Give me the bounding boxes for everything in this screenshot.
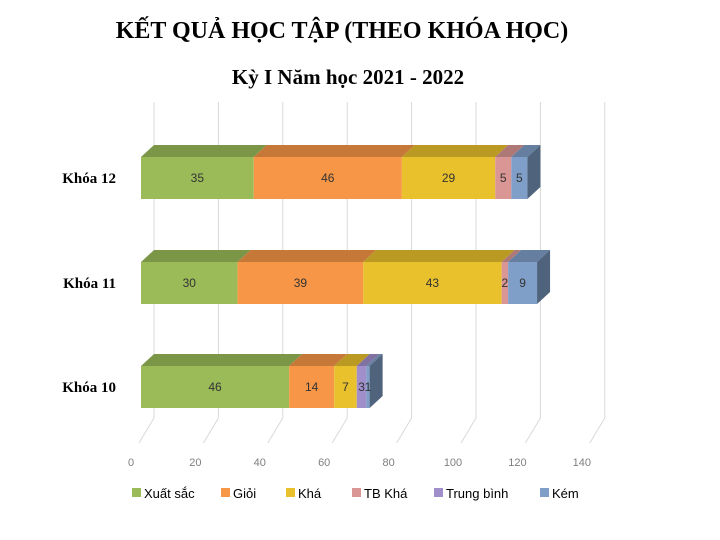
bar-top-face — [508, 250, 551, 262]
x-tick-label: 100 — [444, 457, 462, 469]
x-axis-ticks: 0 20 40 60 80 100 120 140 — [128, 457, 591, 469]
legend-label: Giỏi — [233, 486, 256, 501]
bar-top-face — [237, 250, 377, 262]
legend-swatch — [221, 488, 230, 497]
x-tick-label: 0 — [128, 457, 134, 469]
gridline-floor — [460, 417, 477, 444]
legend: Xuất sắc Giỏi Khá TB Khá Trung bình Kém — [132, 486, 579, 501]
legend-label: Xuất sắc — [144, 486, 195, 501]
gridline-floor — [589, 417, 606, 444]
bar-segment — [508, 262, 538, 304]
legend-swatch — [352, 488, 361, 497]
category-label: Khóa 12 — [62, 171, 116, 187]
x-tick-label: 80 — [382, 457, 394, 469]
data-label: 46 — [321, 171, 335, 185]
bar-segment — [334, 366, 357, 408]
legend-label: Kém — [552, 486, 579, 501]
gridline-floor — [138, 417, 155, 444]
legend-label: Trung bình — [446, 486, 508, 501]
bar-top-face — [366, 354, 383, 366]
data-label: 2 — [502, 276, 509, 290]
chart-title: KẾT QUẢ HỌC TẬP (THEO KHÓA HỌC) — [116, 17, 569, 44]
data-label: 35 — [191, 171, 205, 185]
bars: 35 46 29 5 5 30 39 43 2 9 46 14 7 3 1 — [141, 145, 551, 408]
bar-segment — [289, 366, 335, 408]
category-label: Khóa 11 — [63, 276, 116, 292]
bar-top-face — [511, 145, 541, 157]
bar-segment — [501, 262, 509, 304]
category-label: Khóa 10 — [62, 380, 116, 396]
chart-subtitle: Kỳ I Năm học 2021 - 2022 — [232, 65, 464, 89]
bar-segment — [366, 366, 370, 408]
x-tick-label: 20 — [189, 457, 201, 469]
gridline-floor — [331, 417, 348, 444]
bar-top-face — [401, 145, 509, 157]
bar-top-face — [141, 145, 267, 157]
bar-segment — [253, 157, 402, 199]
bar-top-face — [334, 354, 370, 366]
bar-top-face — [289, 354, 348, 366]
bar-top-face — [363, 250, 515, 262]
data-label: 29 — [442, 171, 456, 185]
data-label: 3 — [358, 380, 365, 394]
bar-segment — [141, 157, 254, 199]
data-label: 46 — [208, 380, 222, 394]
data-label: 9 — [519, 276, 526, 290]
legend-label: TB Khá — [364, 486, 408, 501]
bar-segment — [401, 157, 496, 199]
data-label: 1 — [365, 380, 372, 394]
legend-label: Khá — [298, 486, 322, 501]
data-label: 14 — [305, 380, 319, 394]
bar-side-face — [527, 145, 541, 199]
bar-top-face — [141, 250, 251, 262]
bar-segment — [141, 262, 238, 304]
bar-segment — [363, 262, 502, 304]
data-label: 5 — [500, 171, 507, 185]
bar-top-face — [356, 354, 380, 366]
gridline-floor — [267, 417, 284, 444]
data-label: 39 — [294, 276, 308, 290]
legend-swatch — [434, 488, 443, 497]
data-label: 43 — [426, 276, 440, 290]
gridline-floor — [396, 417, 413, 444]
x-tick-label: 40 — [254, 457, 266, 469]
bar-segment — [237, 262, 364, 304]
legend-swatch — [540, 488, 549, 497]
gridline-floor — [202, 417, 219, 444]
x-tick-label: 60 — [318, 457, 330, 469]
bar-top-face — [495, 145, 525, 157]
bar-segment — [495, 157, 512, 199]
data-label: 7 — [342, 380, 349, 394]
gridline-floor — [524, 417, 541, 444]
bar-segment — [356, 366, 367, 408]
data-label: 30 — [183, 276, 197, 290]
data-label: 5 — [516, 171, 523, 185]
bar-top-face — [253, 145, 415, 157]
bar-segment — [511, 157, 528, 199]
bar-side-face — [537, 250, 551, 304]
category-labels: Khóa 12 Khóa 11 Khóa 10 — [62, 171, 116, 396]
x-tick-label: 140 — [573, 457, 591, 469]
bar-segment — [141, 366, 290, 408]
bar-top-face — [501, 250, 522, 262]
legend-swatch — [132, 488, 141, 497]
legend-swatch — [286, 488, 295, 497]
x-tick-label: 120 — [508, 457, 526, 469]
bar-side-face — [369, 354, 383, 408]
bar-top-face — [141, 354, 303, 366]
